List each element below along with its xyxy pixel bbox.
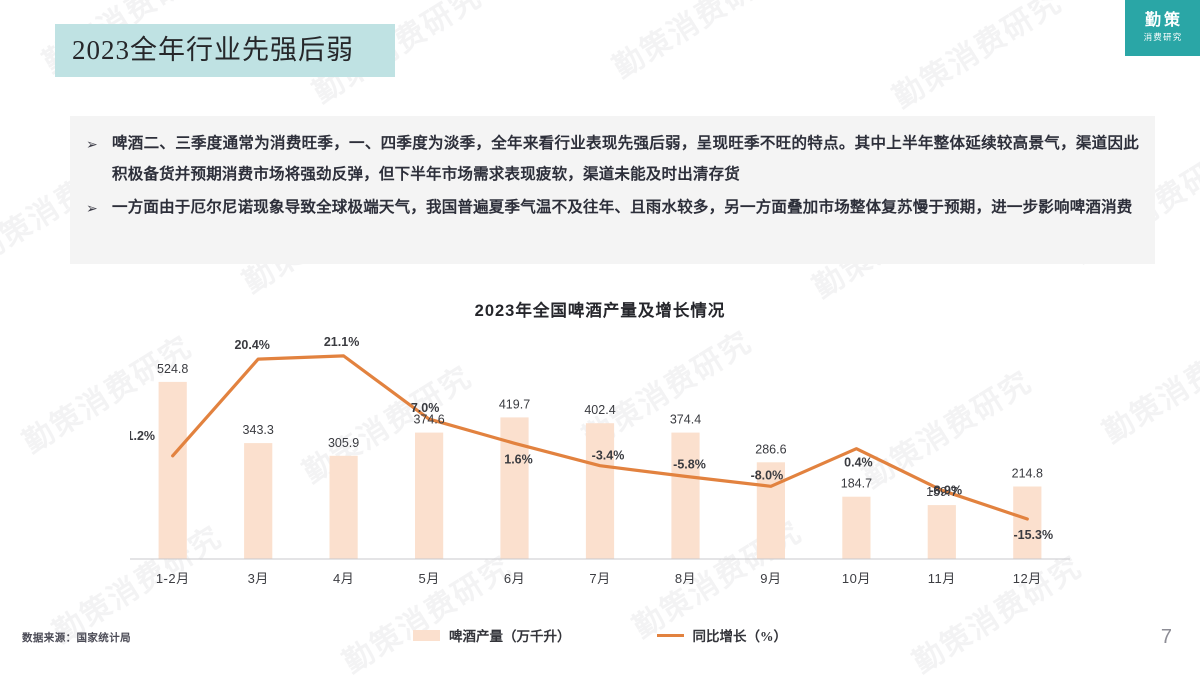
x-axis-tick-label: 5月	[418, 571, 440, 586]
data-source-note: 数据来源：国家统计局	[22, 633, 131, 644]
chart-bar	[585, 423, 615, 559]
logo-secondary-text: 消费研究	[1143, 32, 1183, 43]
chart-bar	[671, 432, 700, 559]
chart-title: 2023年全国啤酒产量及增长情况	[474, 302, 726, 320]
combo-chart-svg: 524.8 343.3 305.9 374.6 419.7 402.4 374.4 286.6…	[130, 335, 1070, 560]
line-value-label: 21.1%	[324, 335, 359, 349]
x-axis-tick-label: 8月	[674, 571, 697, 586]
chart-bar	[500, 417, 529, 559]
x-axis-tick-label: 4月	[333, 571, 355, 586]
bar-value-label: 374.4	[670, 413, 701, 427]
x-axis-tick-label: 7月	[589, 571, 611, 586]
x-axis-tick-label: 10月	[841, 571, 871, 586]
bar-value-label: 305.9	[328, 436, 359, 450]
line-value-label: -5.8%	[673, 457, 706, 471]
list-item-text: 啤酒二、三季度通常为消费旺季，一、四季度为淡季，全年来看行业表现先强后弱，呈现旺…	[112, 135, 1139, 183]
line-value-label: -15.3%	[1013, 528, 1053, 542]
bar-value-label: 419.7	[499, 397, 530, 411]
line-value-label: -8.0%	[751, 468, 784, 482]
line-value-label: 0.4%	[844, 456, 873, 470]
chart-bar	[1013, 486, 1042, 559]
chart-plot-area: 524.8 343.3 305.9 374.6 419.7 402.4 374.4 286.6…	[130, 332, 1070, 567]
bar-value-label: 159.7	[926, 485, 957, 499]
bar-value-label: 374.6	[413, 413, 444, 427]
chart-bar	[842, 496, 871, 559]
list-item: ➢ 啤酒二、三季度通常为消费旺季，一、四季度为淡季，全年来看行业表现先强后弱，呈…	[86, 128, 1139, 190]
bar-value-label: 214.8	[1012, 467, 1043, 481]
legend-swatch-line	[656, 633, 684, 637]
line-value-label: -1.2%	[130, 429, 155, 443]
legend-label-line: 同比增长（%）	[692, 629, 788, 644]
watermark-text: 勤策消费研究	[887, 0, 1069, 115]
arrow-bullet-icon: ➢	[86, 137, 98, 153]
list-item: ➢ 一方面由于厄尔尼诺现象导致全球极端天气，我国普遍夏季气温不及往年、且雨水较多…	[86, 192, 1139, 224]
chart-bar	[415, 432, 444, 559]
chart-bar	[927, 505, 956, 559]
logo-primary-text: 勤策	[1144, 11, 1183, 29]
line-value-label: 20.4%	[234, 338, 269, 352]
bar-value-label: 343.3	[243, 423, 274, 437]
legend-swatch-bar	[413, 629, 440, 641]
page-number: 7	[1160, 626, 1172, 648]
summary-panel: ➢ 啤酒二、三季度通常为消费旺季，一、四季度为淡季，全年来看行业表现先强后弱，呈…	[70, 116, 1155, 264]
x-axis-tick-label: 9月	[760, 571, 782, 586]
chart-x-axis: 1-2月 3月 4月 5月 6月 7月 8月 9月 10月 11月 12月	[130, 568, 1070, 587]
chart-bar	[756, 462, 785, 559]
x-axis-tick-label: 1-2月	[155, 571, 190, 586]
line-value-label: -8.9%	[929, 483, 962, 497]
list-item-text: 一方面由于厄尔尼诺现象导致全球极端天气，我国普遍夏季气温不及往年、且雨水较多，另…	[112, 199, 1133, 216]
chart-legend: 啤酒产量（万千升） 同比增长（%）	[0, 625, 1200, 645]
x-axis-tick-label: 3月	[247, 571, 269, 586]
legend-item-line: 同比增长（%）	[656, 625, 788, 645]
page-title: 2023全年行业先强后弱	[72, 35, 354, 65]
chart-bar	[244, 443, 273, 559]
line-value-label: 1.6%	[504, 452, 533, 466]
bar-value-label: 184.7	[841, 477, 872, 491]
arrow-bullet-icon: ➢	[86, 201, 98, 217]
bar-value-label: 286.6	[755, 442, 786, 456]
title-highlight-band	[55, 24, 395, 77]
x-axis-tick-label: 11月	[927, 571, 956, 586]
legend-item-bar: 啤酒产量（万千升）	[413, 625, 571, 645]
x-axis-tick-label: 6月	[503, 571, 526, 586]
x-axis-tick-label: 12月	[1012, 571, 1042, 586]
bar-value-label: 524.8	[157, 362, 188, 376]
chart-bar	[329, 455, 358, 559]
line-value-label: -3.4%	[592, 449, 625, 463]
legend-label-bar: 啤酒产量（万千升）	[449, 629, 571, 644]
watermark-text: 勤策消费研究	[607, 0, 789, 85]
chart-container: 2023年全国啤酒产量及增长情况 524.8 343.3 305.9 374.6 419…	[0, 280, 1200, 620]
line-value-label: 7.0%	[411, 401, 440, 415]
bar-value-label: 402.4	[584, 403, 615, 417]
brand-logo: 勤策 消费研究	[1125, 0, 1200, 56]
chart-bar	[158, 381, 187, 559]
chart-trend-line	[171, 354, 1029, 521]
